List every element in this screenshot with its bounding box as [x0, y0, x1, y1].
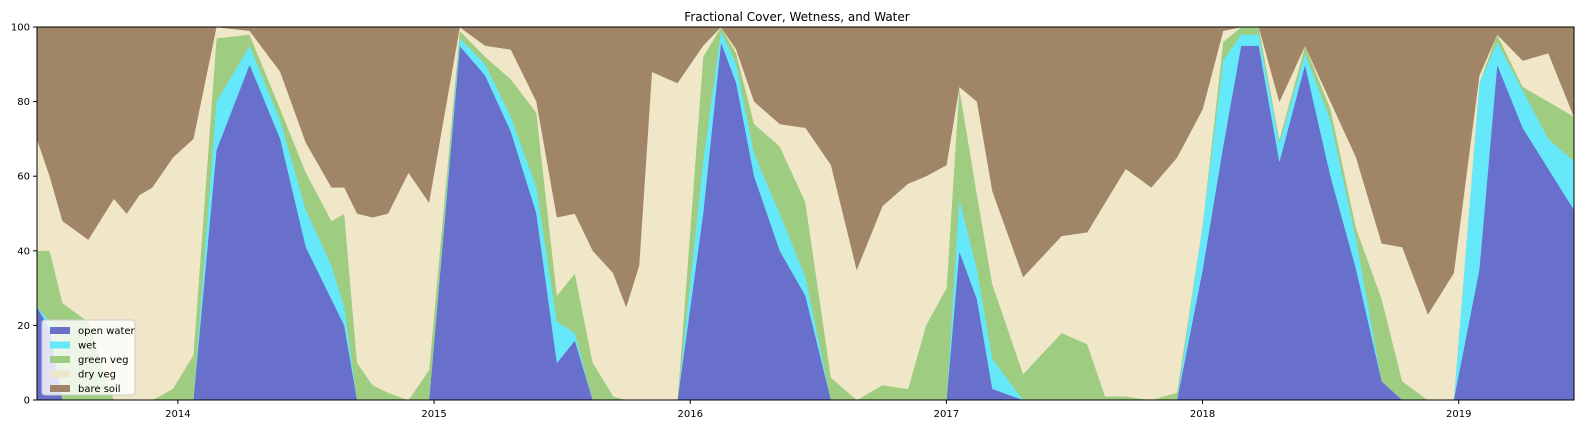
- legend-label: wet: [78, 341, 96, 352]
- chart-title: Fractional Cover, Wetness, and Water: [684, 10, 909, 24]
- y-tick-label: 100: [11, 23, 30, 34]
- legend-swatch: [50, 385, 70, 392]
- x-tick-label: 2015: [421, 409, 446, 420]
- legend-swatch: [50, 356, 70, 363]
- x-tick-label: 2014: [165, 409, 190, 420]
- y-tick-label: 80: [17, 97, 30, 108]
- legend-swatch: [50, 341, 70, 349]
- x-tick-label: 2019: [1446, 409, 1471, 420]
- legend-label: dry veg: [78, 370, 116, 381]
- legend-label: open water: [78, 326, 136, 337]
- x-axis: 2014 2015 2016 2017 2018 2019: [165, 400, 1471, 420]
- stacked-areas: [36, 26, 1575, 401]
- y-axis: 0 20 40 60 80 100: [11, 23, 37, 407]
- legend-swatch: [50, 327, 70, 334]
- y-tick-label: 60: [17, 172, 30, 183]
- legend: open water wet green veg dry veg bare soil: [41, 319, 136, 396]
- y-tick-label: 40: [17, 246, 30, 257]
- y-tick-label: 20: [17, 321, 30, 332]
- plot-frame: [36, 26, 1575, 401]
- x-tick-label: 2016: [677, 409, 702, 420]
- legend-label: bare soil: [78, 384, 121, 395]
- x-tick-label: 2018: [1190, 409, 1215, 420]
- x-tick-label: 2017: [934, 409, 959, 420]
- legend-label: green veg: [78, 355, 128, 366]
- y-tick-label: 0: [24, 396, 30, 407]
- legend-swatch: [50, 370, 70, 378]
